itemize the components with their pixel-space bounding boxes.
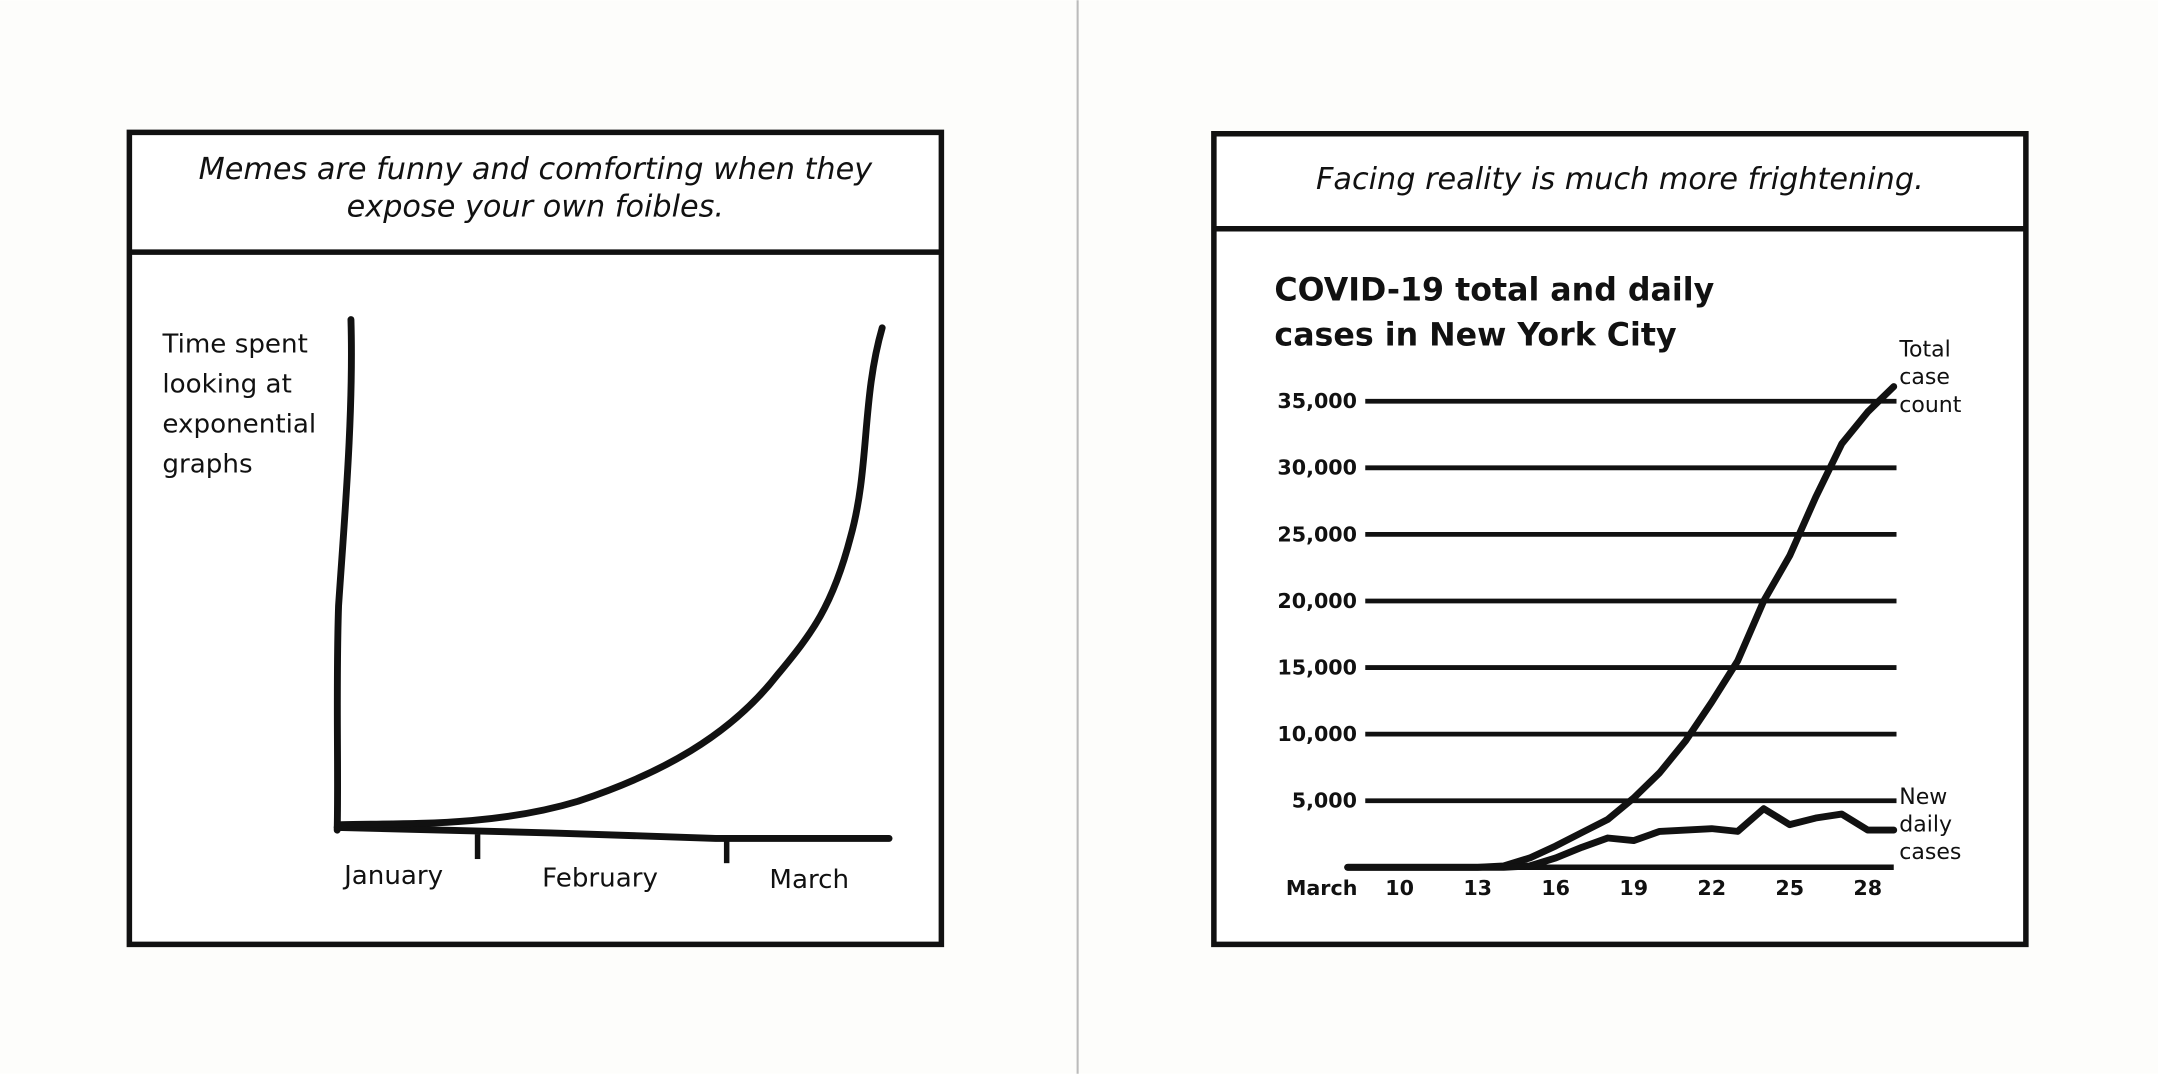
series-line [1344, 805, 1898, 871]
y-tick-label: 10,000 [1277, 722, 1357, 746]
meme-curve [337, 324, 886, 829]
covid-chart: 5,000 10,000 15,000 20,000 25,000 30,000 35,00… [1277, 383, 1898, 900]
meme-x-label: February [542, 864, 658, 894]
y-tick-label: 35,000 [1277, 389, 1357, 413]
left-caption: Memes are funny and comforting when they… [198, 153, 873, 225]
y-tick-label: 20,000 [1277, 589, 1357, 613]
x-tick-label: 22 [1697, 876, 1726, 900]
x-tick-label: 28 [1853, 876, 1882, 900]
y-tick-label: 5,000 [1292, 789, 1357, 813]
x-tick-label: 25 [1775, 876, 1804, 900]
x-tick-label: March [1286, 876, 1358, 900]
chart-title-box: COVID-19 total and daily cases in New Yo… [1274, 272, 1715, 354]
series-label: Total case count [1899, 336, 1962, 418]
y-label-box: Time spent looking at exponential graphs [162, 329, 317, 480]
y-tick-label: 15,000 [1277, 655, 1357, 679]
chart-title: COVID-19 total and daily cases in New Yo… [1274, 272, 1715, 354]
x-tick-label: 10 [1385, 876, 1414, 900]
meme-x-label: January [342, 861, 443, 891]
caption-box: Memes are funny and comforting when they… [198, 153, 873, 225]
y-tick-label: 25,000 [1277, 522, 1357, 546]
meme-x-axis [333, 823, 893, 842]
meme-x-label: March [769, 865, 849, 895]
x-tick-label: 19 [1619, 876, 1648, 900]
meme-y-axis [333, 316, 355, 834]
meme-y-label: Time spent looking at exponential graphs [162, 329, 317, 480]
caption-box: Facing reality is much more frightening. [1316, 162, 1924, 198]
right-caption: Facing reality is much more frightening. [1316, 162, 1924, 198]
series-label: New daily cases [1899, 783, 1962, 865]
series-label-box: Total case count [1899, 336, 1962, 418]
x-tick-label: 16 [1541, 876, 1570, 900]
series-label-box: New daily cases [1899, 783, 1962, 865]
y-tick-label: 30,000 [1277, 456, 1357, 480]
x-tick-label: 13 [1463, 876, 1492, 900]
